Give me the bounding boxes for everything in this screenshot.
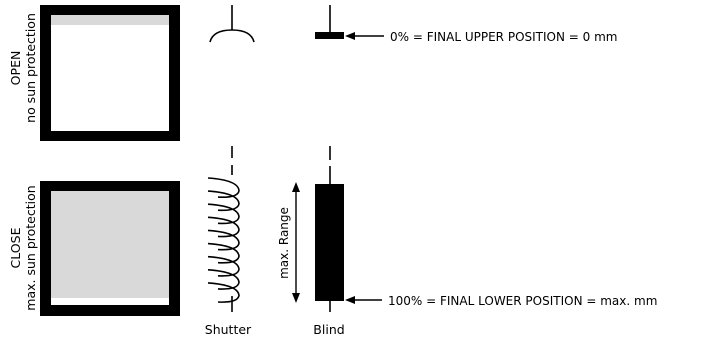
- shutter-slat: [207, 177, 240, 199]
- open-title: OPEN: [8, 51, 23, 86]
- shutter-label: Shutter: [205, 322, 252, 337]
- upper-position-arrow: [345, 32, 384, 40]
- lower-position-label: 100% = FINAL LOWER POSITION = max. mm: [388, 294, 657, 308]
- shutter-slat: [207, 229, 240, 251]
- lower-position-arrow: [345, 296, 382, 304]
- shutter-slat: [207, 269, 240, 290]
- close-window-shade: [51, 191, 169, 298]
- shutter-slat: [207, 203, 240, 225]
- shutter-slat: [207, 255, 240, 277]
- open-subtitle: no sun protection: [23, 13, 38, 123]
- blind-open-icon: [315, 5, 344, 39]
- open-window: [40, 5, 180, 141]
- range-arrow: [292, 182, 300, 303]
- close-subtitle: max. sun protection: [23, 185, 38, 310]
- upper-position-label: 0% = FINAL UPPER POSITION = 0 mm: [390, 30, 617, 44]
- shutter-slat: [207, 282, 240, 303]
- blind-closed-icon: [315, 146, 344, 312]
- range-label: max. Range: [277, 207, 291, 279]
- close-window: [40, 181, 180, 316]
- close-title: CLOSE: [8, 227, 23, 268]
- shutter-closed-icon: [207, 146, 240, 312]
- shutter-slat: [207, 190, 240, 212]
- shutter-slat: [207, 216, 240, 238]
- shutter-slat: [207, 242, 240, 264]
- open-window-glass: [51, 15, 169, 131]
- shutter-open-icon: [209, 5, 255, 43]
- open-window-shade: [51, 15, 169, 25]
- blind-label: Blind: [313, 322, 344, 337]
